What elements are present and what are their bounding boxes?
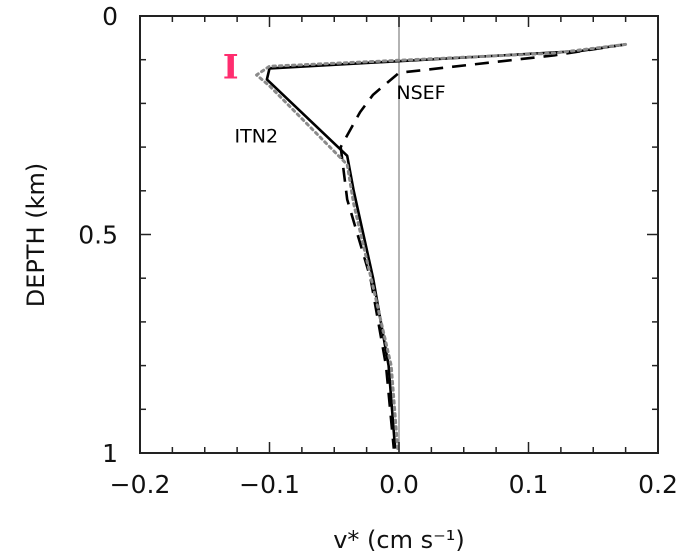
- y-tick-label: 0: [102, 2, 118, 31]
- x-tick-label: −0.1: [239, 470, 300, 499]
- label-layer: −0.2 −0.1 0.0 0.1 0.2 0 0.5 1 NSEF ITN2 I: [78, 2, 678, 499]
- series-layer: [255, 42, 628, 451]
- x-tick-label: 0.2: [638, 470, 678, 499]
- tick-layer: [139, 15, 659, 454]
- x-axis-label: v* (cm s⁻¹): [333, 526, 465, 554]
- x-tick-label: 0.0: [379, 470, 419, 499]
- y-tick-label: 1: [102, 439, 118, 468]
- y-tick-label: 0.5: [78, 221, 118, 250]
- x-tick-label: −0.2: [110, 470, 171, 499]
- series-line-unnamed-dotted: [255, 42, 628, 451]
- annotation-itn2: ITN2: [235, 126, 279, 148]
- series-line-nsef: [339, 43, 626, 449]
- x-tick-label: 0.1: [509, 470, 549, 499]
- y-axis-label: DEPTH (km): [22, 163, 50, 307]
- marker-label: I: [223, 47, 239, 87]
- annotation-nsef: NSEF: [396, 82, 445, 104]
- series-line-itn2: [265, 43, 626, 449]
